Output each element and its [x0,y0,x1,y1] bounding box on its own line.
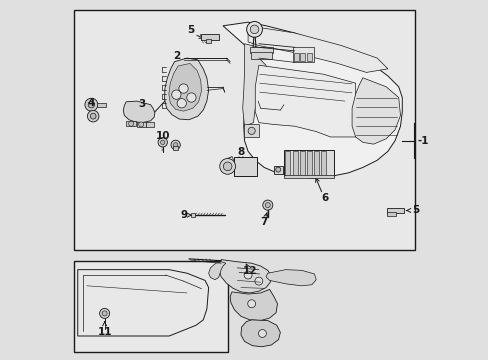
Polygon shape [164,58,208,120]
Circle shape [265,203,270,208]
Polygon shape [218,260,271,293]
Text: 5: 5 [187,25,194,35]
Circle shape [87,111,99,122]
Text: 8: 8 [237,147,244,157]
Circle shape [177,99,186,108]
Circle shape [246,22,262,37]
Bar [74,10,414,250]
Text: 11: 11 [97,327,112,337]
Bar [173,146,178,150]
Circle shape [186,93,196,102]
Polygon shape [208,262,225,280]
Bar [273,166,282,174]
Circle shape [244,271,251,279]
Bar [293,53,298,61]
Polygon shape [247,26,387,72]
Text: 6: 6 [321,193,328,203]
Circle shape [250,25,258,34]
Bar [313,151,319,175]
Bar [386,208,403,213]
Text: 4: 4 [87,98,95,108]
Text: 7: 7 [260,217,267,227]
Bar [306,53,311,61]
Bar [97,103,105,107]
Circle shape [158,138,167,147]
Polygon shape [265,270,316,286]
Text: 9: 9 [181,210,187,220]
Circle shape [88,102,94,108]
Polygon shape [78,270,208,336]
Circle shape [254,277,262,285]
Bar [137,122,145,127]
Bar [126,121,136,126]
Polygon shape [351,78,400,144]
Circle shape [262,200,272,210]
Circle shape [160,140,164,144]
Polygon shape [123,101,155,123]
Bar [300,53,305,61]
Circle shape [179,84,188,93]
Bar [386,212,395,216]
Polygon shape [223,22,402,178]
Circle shape [223,162,231,171]
Bar [244,125,258,137]
Text: 2: 2 [173,51,181,61]
Text: 10: 10 [155,131,170,141]
Bar [249,47,273,53]
Bar [233,157,257,176]
Polygon shape [168,63,201,111]
Bar [321,151,325,175]
Circle shape [275,167,280,172]
Circle shape [219,158,235,174]
Circle shape [258,329,266,337]
Text: 3: 3 [139,99,145,109]
Bar [201,35,219,40]
Circle shape [139,122,143,127]
Bar [292,47,314,62]
Circle shape [247,300,255,308]
Circle shape [90,113,96,119]
Circle shape [102,311,107,316]
Bar [306,151,311,175]
Circle shape [171,90,181,99]
Bar [74,261,228,352]
Bar [250,51,271,59]
Bar [205,40,210,43]
Bar [284,175,333,178]
Bar [191,213,195,217]
Text: 12: 12 [242,266,257,276]
Text: -1: -1 [417,136,428,145]
Circle shape [171,140,180,149]
Polygon shape [242,44,269,126]
Bar [284,149,333,176]
Circle shape [128,121,133,126]
Bar [299,151,304,175]
Bar [285,151,290,175]
Polygon shape [241,320,280,347]
Circle shape [247,127,255,134]
Text: 5: 5 [411,206,419,216]
Circle shape [85,98,98,111]
Polygon shape [255,65,355,137]
Bar [292,151,297,175]
Bar [145,122,153,127]
Polygon shape [230,289,277,320]
Circle shape [100,309,109,319]
Circle shape [173,143,178,147]
